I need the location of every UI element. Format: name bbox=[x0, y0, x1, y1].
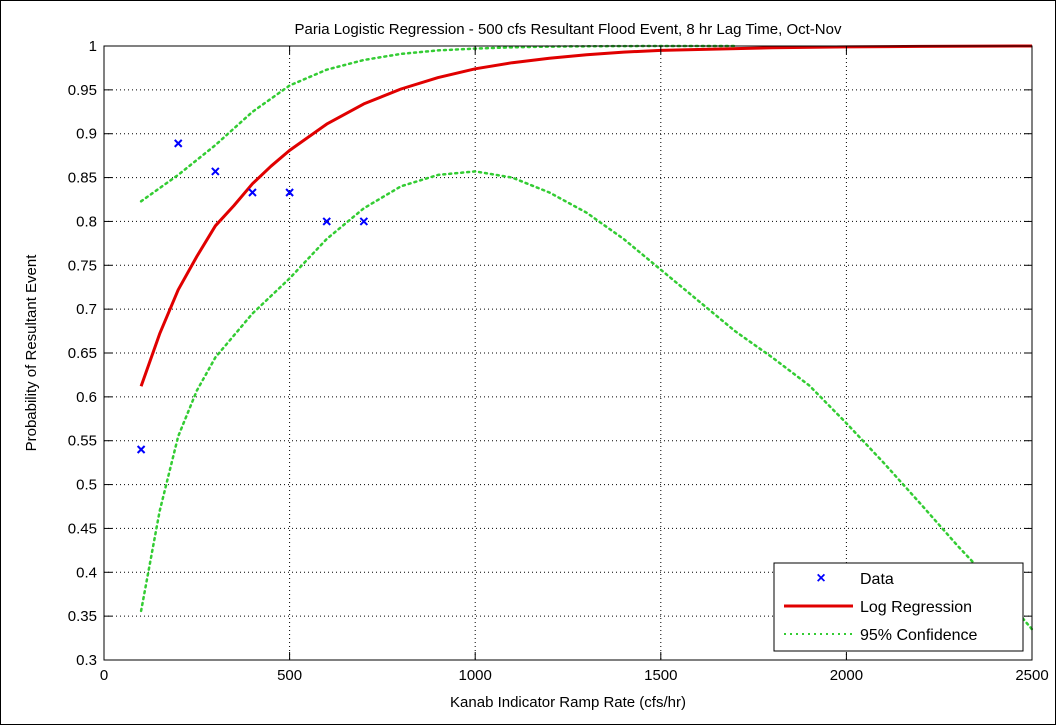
regression-line bbox=[139, 44, 1033, 387]
data-point-marker bbox=[322, 217, 331, 226]
legend-label-data: Data bbox=[860, 571, 894, 588]
y-axis-label: Probability of Resultant Event bbox=[23, 254, 40, 452]
y-tick-label: 0.5 bbox=[76, 477, 97, 494]
y-tick-label: 0.35 bbox=[68, 608, 97, 625]
confidence-bound-line bbox=[139, 170, 1034, 631]
y-tick-label: 0.3 bbox=[76, 652, 97, 669]
data-point-marker bbox=[285, 188, 294, 197]
y-tick-label: 0.7 bbox=[76, 301, 97, 318]
legend: × Data Log Regression 95% Confidence bbox=[773, 562, 1024, 652]
x-axis-label: Kanab Indicator Ramp Rate (cfs/hr) bbox=[450, 694, 686, 711]
data-point-marker bbox=[359, 217, 369, 226]
legend-label-regression: Log Regression bbox=[860, 599, 972, 616]
y-tick-label: 0.75 bbox=[68, 257, 97, 274]
chart-title: Paria Logistic Regression - 500 cfs Resu… bbox=[295, 21, 842, 38]
x-tick-label: 2500 bbox=[1015, 667, 1048, 684]
x-tick-label: 1500 bbox=[644, 667, 677, 684]
y-tick-label: 1 bbox=[89, 38, 97, 55]
data-point-marker bbox=[211, 167, 220, 176]
data-point-marker bbox=[174, 139, 183, 148]
y-tick-label: 0.45 bbox=[68, 520, 97, 537]
legend-label-confidence: 95% Confidence bbox=[860, 627, 978, 644]
y-tick-label: 0.65 bbox=[68, 345, 97, 362]
x-tick-label: 500 bbox=[277, 667, 302, 684]
y-tick-label: 0.55 bbox=[68, 433, 97, 450]
ticks: 0 500 1000 1500 2000 2500 0.3 0.35 0.4 0.45 0.5 0.5… bbox=[68, 38, 1049, 684]
y-tick-label: 0.85 bbox=[68, 170, 97, 187]
x-tick-label: 1000 bbox=[459, 667, 492, 684]
data-point-marker bbox=[136, 445, 146, 454]
y-tick-label: 0.6 bbox=[76, 389, 97, 406]
x-tick-label: 0 bbox=[100, 667, 108, 684]
y-tick-label: 0.9 bbox=[76, 126, 97, 143]
y-tick-label: 0.4 bbox=[76, 564, 97, 581]
legend-marker-data: × bbox=[816, 570, 825, 587]
data-point-marker bbox=[248, 188, 257, 197]
x-tick-label: 2000 bbox=[830, 667, 863, 684]
y-tick-label: 0.8 bbox=[76, 213, 97, 230]
series-layer bbox=[136, 44, 1034, 631]
y-tick-label: 0.95 bbox=[68, 82, 97, 99]
